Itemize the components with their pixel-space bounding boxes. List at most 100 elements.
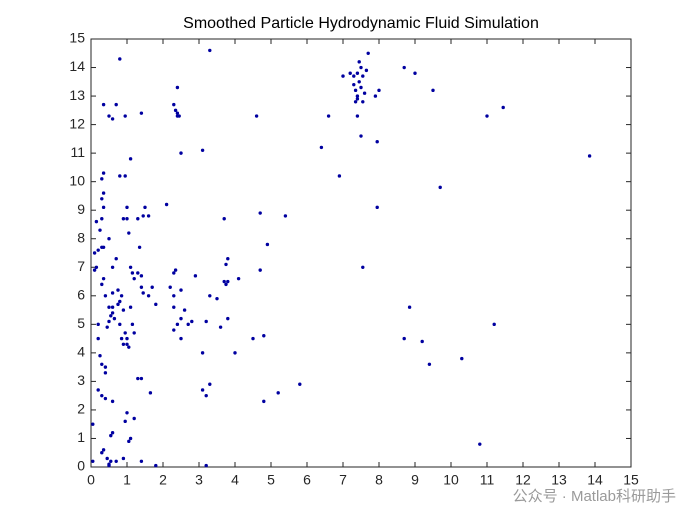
particle bbox=[233, 351, 237, 355]
particle bbox=[136, 271, 140, 275]
particle bbox=[109, 433, 113, 438]
particle bbox=[258, 211, 262, 215]
particle bbox=[359, 85, 363, 90]
particle bbox=[175, 85, 180, 90]
particle bbox=[100, 451, 104, 455]
particle bbox=[154, 302, 158, 307]
particle bbox=[377, 88, 381, 93]
particle bbox=[132, 276, 136, 281]
particle bbox=[103, 396, 108, 401]
particle bbox=[127, 439, 131, 444]
particle bbox=[107, 305, 111, 309]
particle bbox=[92, 251, 97, 255]
y-tick-label: 12 bbox=[69, 115, 85, 131]
particle bbox=[121, 308, 126, 312]
particle bbox=[107, 237, 111, 241]
particle bbox=[478, 442, 482, 446]
x-tick-label: 5 bbox=[267, 472, 275, 488]
x-tick-label: 13 bbox=[551, 472, 567, 488]
particle bbox=[204, 319, 208, 324]
particle bbox=[283, 214, 288, 218]
particle bbox=[179, 336, 183, 341]
particle bbox=[101, 205, 106, 210]
particle bbox=[128, 436, 133, 441]
particle bbox=[353, 88, 358, 93]
y-tick-label: 7 bbox=[77, 258, 85, 274]
x-tick-label: 8 bbox=[375, 472, 383, 488]
particle bbox=[172, 102, 176, 107]
particle bbox=[132, 331, 136, 335]
particle bbox=[91, 459, 95, 463]
particle bbox=[179, 288, 183, 292]
particle bbox=[154, 463, 158, 468]
particle bbox=[125, 342, 129, 347]
particle bbox=[164, 202, 169, 207]
particle bbox=[173, 108, 178, 113]
particle bbox=[148, 391, 153, 395]
particle bbox=[109, 314, 113, 318]
particle bbox=[119, 336, 124, 341]
x-tick-label: 12 bbox=[515, 472, 531, 488]
particle bbox=[139, 285, 144, 289]
particle bbox=[101, 191, 106, 195]
particle bbox=[110, 431, 115, 435]
plot-frame bbox=[90, 38, 632, 468]
particle bbox=[265, 242, 270, 247]
particle bbox=[130, 271, 135, 275]
particle bbox=[127, 231, 131, 235]
particle bbox=[141, 291, 145, 295]
particle bbox=[200, 388, 205, 392]
particle bbox=[402, 65, 406, 70]
particle bbox=[485, 114, 489, 118]
particle bbox=[251, 336, 255, 341]
particle bbox=[112, 316, 117, 321]
particle bbox=[146, 294, 151, 298]
particle bbox=[119, 294, 124, 298]
particle bbox=[94, 265, 99, 269]
particle bbox=[204, 463, 208, 468]
particle bbox=[224, 262, 228, 267]
x-tick-label: 4 bbox=[231, 472, 239, 488]
particle bbox=[121, 342, 126, 347]
particle bbox=[139, 111, 144, 115]
particle bbox=[103, 371, 108, 375]
particle bbox=[130, 322, 135, 327]
particle bbox=[128, 265, 133, 269]
particle bbox=[172, 328, 176, 332]
particle bbox=[123, 419, 127, 424]
particle bbox=[107, 319, 111, 324]
particle bbox=[101, 448, 106, 452]
particle bbox=[110, 291, 115, 295]
particle bbox=[420, 339, 424, 344]
particle bbox=[98, 228, 102, 232]
particle bbox=[373, 94, 378, 98]
particle bbox=[224, 282, 228, 287]
particle bbox=[139, 274, 144, 278]
y-tick-label: 9 bbox=[77, 201, 85, 217]
particle bbox=[110, 305, 115, 309]
y-tick-label: 2 bbox=[77, 401, 85, 417]
particle bbox=[128, 157, 133, 161]
particle bbox=[375, 140, 379, 144]
particle bbox=[364, 68, 369, 73]
particle bbox=[132, 416, 136, 421]
particle bbox=[92, 268, 97, 272]
particle bbox=[362, 91, 367, 95]
y-tick-label: 14 bbox=[69, 58, 85, 74]
particle bbox=[96, 388, 100, 392]
particle bbox=[359, 134, 363, 138]
particle bbox=[319, 145, 324, 150]
particle bbox=[125, 205, 129, 210]
watermark: 公众号 · Matlab科研助手 bbox=[513, 488, 676, 505]
y-tick-label: 10 bbox=[69, 172, 85, 188]
particle bbox=[118, 322, 122, 327]
x-tick-label: 14 bbox=[587, 472, 603, 488]
particle bbox=[258, 268, 262, 272]
particle bbox=[118, 299, 122, 304]
particle bbox=[355, 97, 360, 101]
particle bbox=[128, 305, 133, 309]
particle bbox=[337, 174, 342, 178]
particle bbox=[105, 325, 109, 329]
particle bbox=[182, 308, 187, 312]
